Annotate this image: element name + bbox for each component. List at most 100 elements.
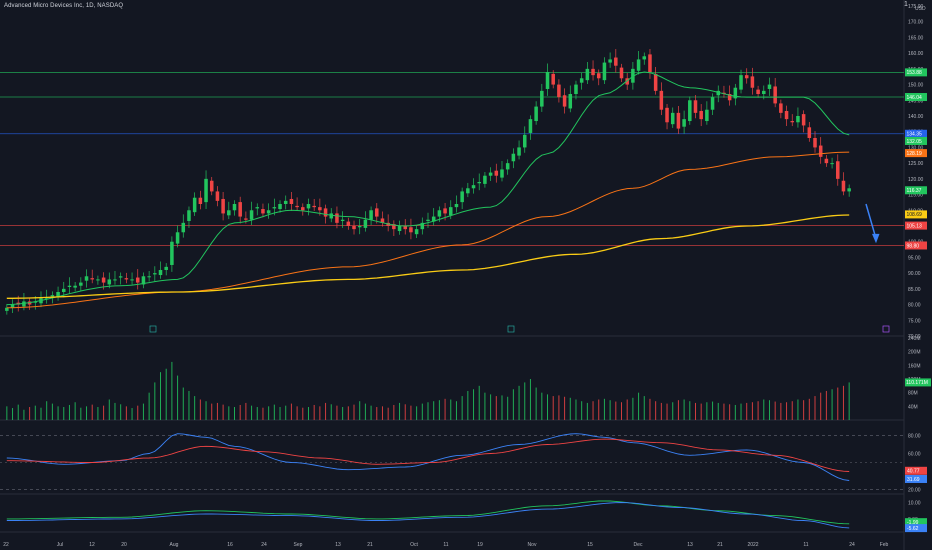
y-tick-label: 75.00 [908,318,921,324]
candle-body [79,282,83,286]
candle-body [192,197,197,213]
x-tick-label: Oct [410,542,418,548]
candle-body [5,307,9,311]
y-tick-label: 120.00 [908,177,924,183]
candle-body [562,95,567,107]
candle-body [841,180,846,192]
candle-body [255,207,260,209]
osc-tick-label: 80.00 [908,434,921,440]
candle-body [10,304,15,308]
x-tick-label: 24 [849,542,855,548]
candle-body [488,172,493,176]
ma-fast-line [6,71,850,306]
volume-tick-label: 200M [908,350,921,356]
candle-body [187,210,191,221]
candle-body [357,226,362,228]
candle-body [153,273,157,275]
candle-body [670,112,675,125]
candle-body [665,107,669,123]
candle-body [363,219,368,228]
candle-body [215,191,220,201]
candle-body [676,112,681,129]
candle-body [198,197,203,204]
candle-body [266,210,271,214]
candle-body [227,210,231,216]
x-tick-label: Sep [294,542,303,548]
candle-body [221,198,225,214]
candle-body [414,229,419,235]
macd-badge-text: -5.62 [907,526,919,532]
osc-badge [905,474,927,483]
candle-body [50,295,55,297]
candle-body [346,221,351,226]
candle-body [693,100,698,113]
candle-body [101,277,106,283]
price-badge [905,68,927,77]
y-tick-label: 85.00 [908,287,921,293]
macd-tick-label: 10.00 [908,501,921,507]
candle-body [739,75,743,90]
candle-body [483,175,487,184]
volume-tick-label: 160M [908,363,921,369]
x-tick-label: 15 [587,542,593,548]
candle-body [124,278,129,280]
price-badge-text: 105.13 [907,223,923,229]
candle-body [744,75,749,79]
x-tick-label: 11 [443,542,448,548]
x-tick-label: 16 [227,542,233,548]
candle-body [96,279,100,281]
candle-body [494,170,499,176]
candle-body [625,78,629,85]
currency-label: USD [915,6,926,12]
candle-body [135,277,140,283]
macd-signal-line [6,502,850,529]
candle-body [278,204,282,210]
candle-body [836,161,840,179]
candle-body [238,202,242,217]
candle-body [261,209,265,214]
candle-body [477,182,481,184]
y-tick-label: 165.00 [908,35,924,41]
volume-badge-text: 110.171M [906,380,928,386]
candle-body [61,288,66,292]
y-tick-label: 170.00 [908,20,924,26]
chart-title: Advanced Micro Devices Inc, 1D, NASDAQ [4,3,124,9]
candle-body [392,224,396,230]
candle-body [141,276,146,285]
candle-body [130,279,134,281]
price-badge-text: 108.69 [907,212,923,218]
candle-body [352,226,356,230]
candle-body [283,200,288,204]
candle-body [318,207,322,211]
candle-body [796,116,800,123]
projection-arrow [865,203,877,239]
macd-badge [905,524,927,533]
volume-tick-label: 80M [908,391,918,397]
macd-badge [905,518,927,527]
price-badge-text: 98.80 [907,243,920,249]
x-tick-label: Feb [880,542,889,548]
volume-badge [905,378,931,387]
candle-body [522,134,527,148]
candle-body [682,119,686,127]
candle-body [329,213,334,219]
candle-body [631,68,635,83]
candle-body [528,119,533,133]
candle-body [84,276,89,281]
candle-body [568,94,573,109]
x-tick-label: 20 [121,542,127,548]
candle-body [574,84,578,94]
timeframe-label[interactable]: 1 [904,1,908,8]
candle-body [380,218,385,223]
x-tick-label: 2022 [747,542,758,548]
candle-body [773,86,777,104]
candle-body [420,222,425,230]
candle-body [90,278,94,280]
x-tick-label: 13 [335,542,341,548]
candle-body [204,178,208,203]
candle-body [824,158,829,164]
candle-body [56,292,60,298]
osc-badge-text: 40.77 [907,469,920,475]
candle-body [44,298,49,300]
